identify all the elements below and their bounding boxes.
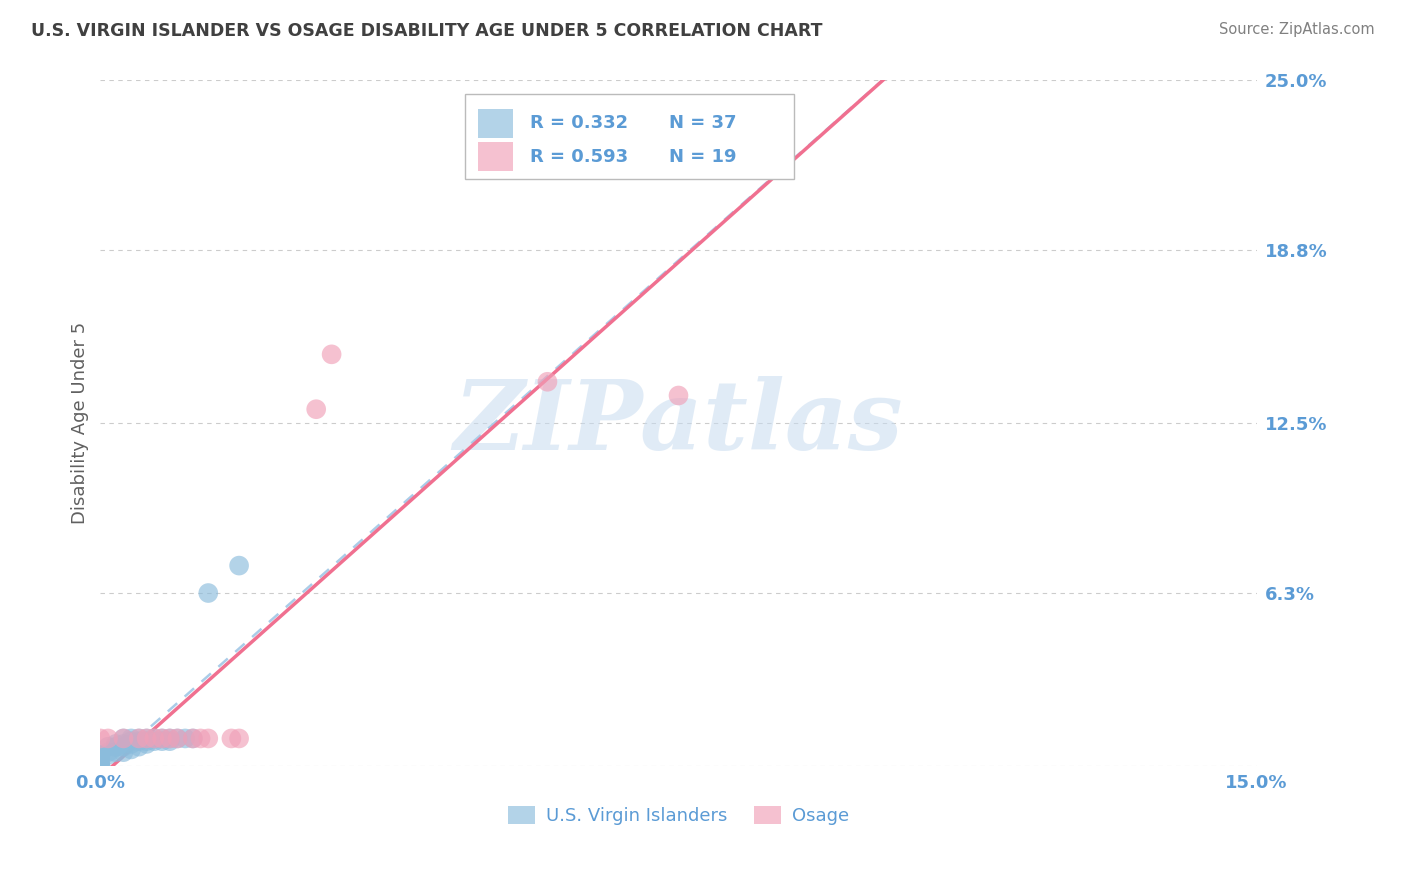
Point xyxy=(89,759,111,773)
Point xyxy=(112,731,135,746)
Point xyxy=(536,375,558,389)
Text: N = 37: N = 37 xyxy=(669,114,737,132)
Point xyxy=(128,731,150,746)
Point xyxy=(112,739,135,754)
Point xyxy=(181,731,204,746)
Point xyxy=(721,155,744,169)
Point xyxy=(166,731,188,746)
Point xyxy=(668,388,690,402)
Text: U.S. VIRGIN ISLANDER VS OSAGE DISABILITY AGE UNDER 5 CORRELATION CHART: U.S. VIRGIN ISLANDER VS OSAGE DISABILITY… xyxy=(31,22,823,40)
FancyBboxPatch shape xyxy=(464,94,794,179)
Legend: U.S. Virgin Islanders, Osage: U.S. Virgin Islanders, Osage xyxy=(501,798,856,832)
Point xyxy=(166,731,188,746)
Point xyxy=(159,731,181,746)
Point xyxy=(143,731,166,746)
Point xyxy=(321,347,343,361)
Point xyxy=(89,759,111,773)
Point xyxy=(120,737,142,751)
Text: ZIPatlas: ZIPatlas xyxy=(454,376,903,470)
Point xyxy=(104,739,127,754)
Point xyxy=(135,731,157,746)
Point xyxy=(174,731,197,746)
Point xyxy=(143,734,166,748)
Point xyxy=(89,731,111,746)
Point xyxy=(197,731,219,746)
Point xyxy=(97,747,120,762)
Point xyxy=(305,402,328,417)
Point xyxy=(135,737,157,751)
Point xyxy=(89,750,111,764)
Point xyxy=(120,731,142,746)
Point xyxy=(190,731,212,746)
Point xyxy=(159,731,181,746)
Point xyxy=(150,731,173,746)
Point xyxy=(228,558,250,573)
Point xyxy=(97,745,120,759)
Point xyxy=(150,731,173,746)
Text: R = 0.593: R = 0.593 xyxy=(530,148,628,166)
Point xyxy=(112,731,135,746)
Y-axis label: Disability Age Under 5: Disability Age Under 5 xyxy=(72,322,89,524)
Text: R = 0.332: R = 0.332 xyxy=(530,114,628,132)
Point xyxy=(221,731,243,746)
Point xyxy=(89,747,111,762)
Point xyxy=(89,753,111,767)
Point xyxy=(159,734,181,748)
Point xyxy=(97,739,120,754)
Point xyxy=(120,742,142,756)
Point xyxy=(104,737,127,751)
Point xyxy=(181,731,204,746)
Text: N = 19: N = 19 xyxy=(669,148,737,166)
FancyBboxPatch shape xyxy=(478,109,513,137)
Point xyxy=(112,737,135,751)
Point xyxy=(135,731,157,746)
Point xyxy=(228,731,250,746)
Point xyxy=(150,734,173,748)
Point xyxy=(112,745,135,759)
Point xyxy=(197,586,219,600)
Point xyxy=(104,745,127,759)
Point xyxy=(97,731,120,746)
Point xyxy=(89,759,111,773)
Point xyxy=(128,731,150,746)
Text: Source: ZipAtlas.com: Source: ZipAtlas.com xyxy=(1219,22,1375,37)
Point xyxy=(135,734,157,748)
Point xyxy=(128,734,150,748)
Point xyxy=(120,734,142,748)
Point xyxy=(128,739,150,754)
FancyBboxPatch shape xyxy=(478,143,513,171)
Point xyxy=(143,731,166,746)
